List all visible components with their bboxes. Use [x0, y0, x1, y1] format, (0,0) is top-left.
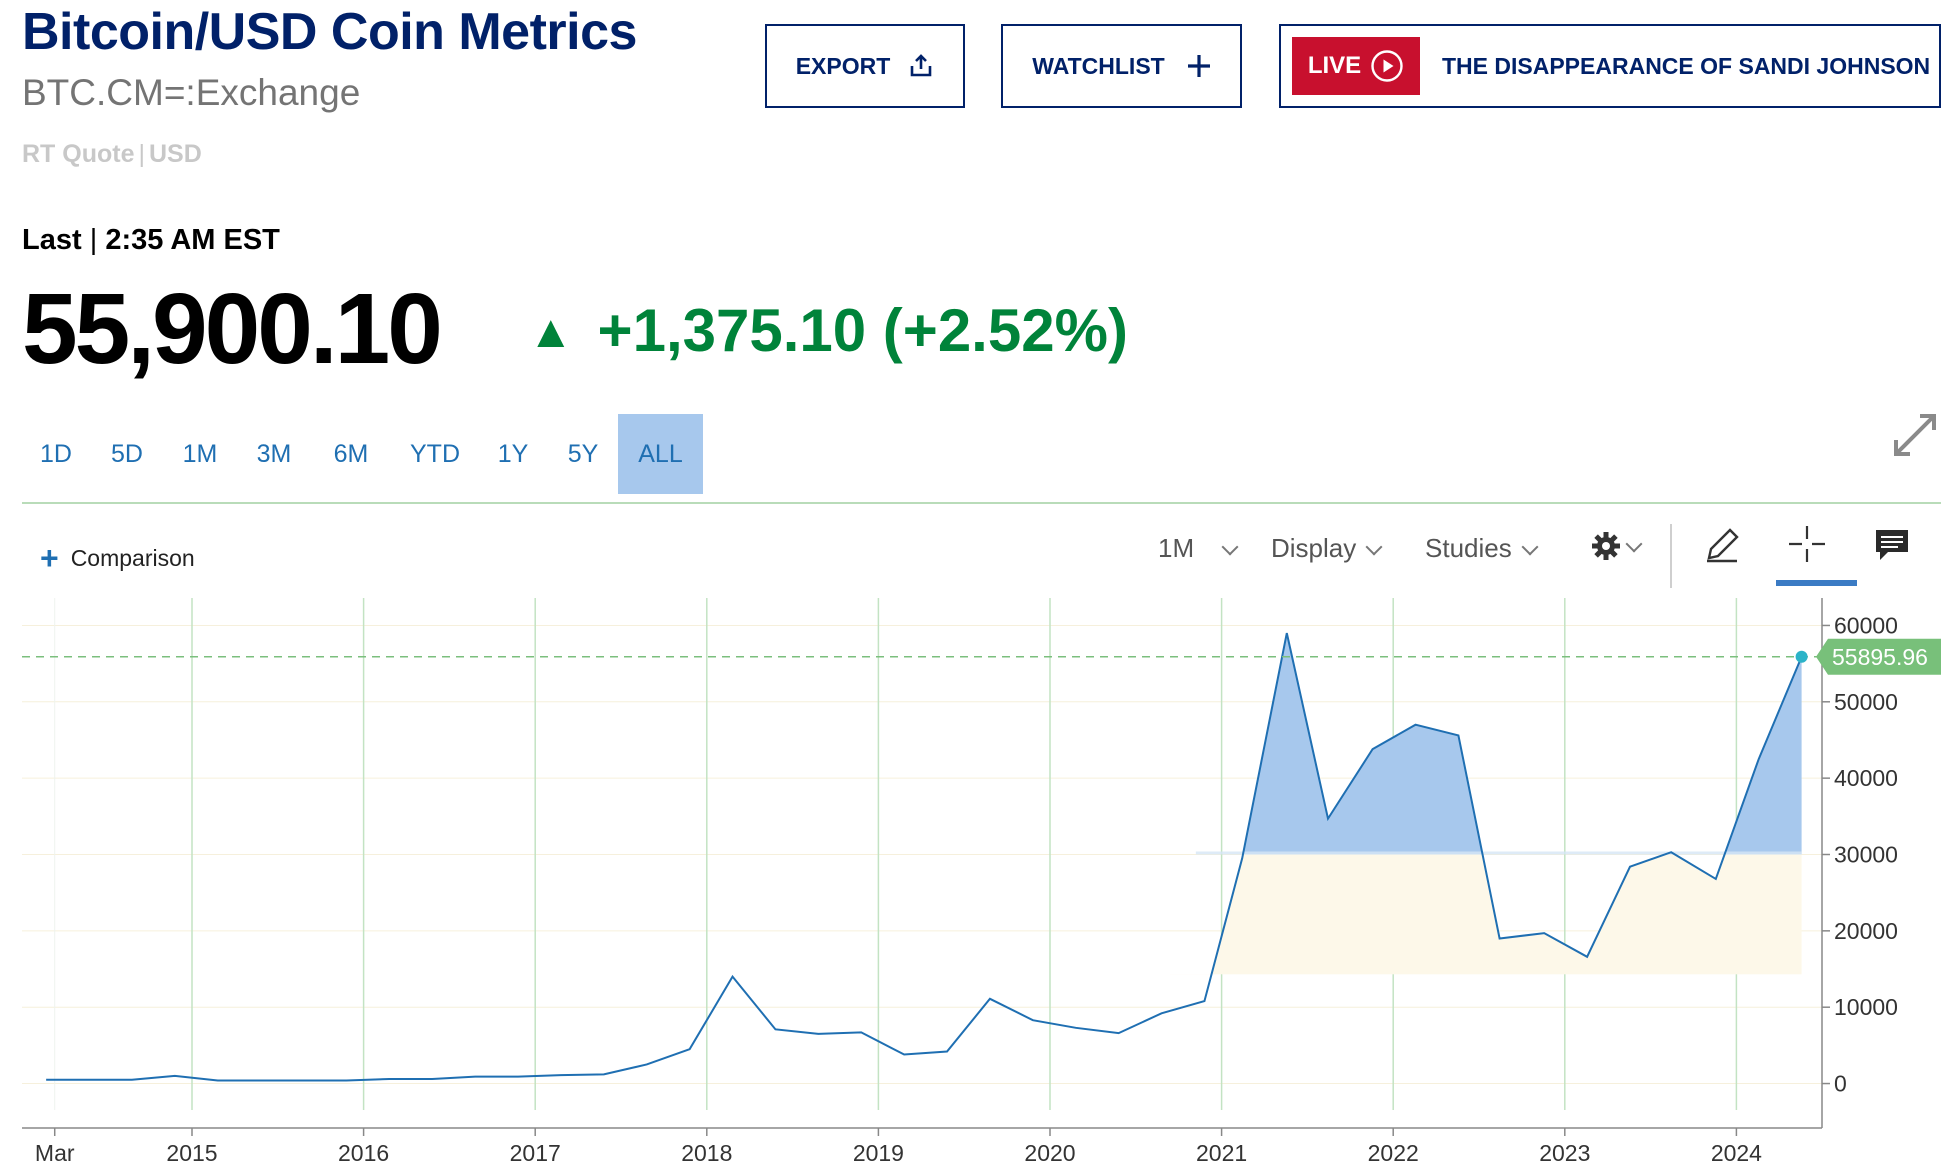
chevron-down-icon [1625, 535, 1643, 553]
range-tab-5y[interactable]: 5Y [567, 439, 599, 468]
last-value-label: 55895.96 [1832, 644, 1928, 670]
active-tool-indicator [1776, 580, 1857, 586]
studies-label: Studies [1425, 533, 1512, 563]
pencil-icon[interactable] [1703, 526, 1741, 564]
live-title: THE DISAPPEARANCE OF SANDI JOHNSON [1442, 52, 1931, 79]
range-tab-all[interactable]: ALL [618, 414, 703, 494]
live-badge: LIVE [1292, 37, 1420, 95]
x-tick-label: 2024 [1711, 1140, 1762, 1162]
export-button[interactable]: EXPORT [765, 24, 965, 108]
chevron-down-icon [1365, 538, 1383, 555]
play-circle-icon [1371, 50, 1403, 82]
x-tick-label: 2018 [681, 1140, 732, 1162]
x-tick-label: 2016 [338, 1140, 389, 1162]
area-fill-above [46, 633, 1802, 855]
change-value: +1,375.10 (+2.52%) [597, 297, 1128, 364]
last-time-label: Last | 2:35 AM EST [22, 224, 280, 257]
settings-dropdown[interactable] [1590, 530, 1643, 562]
gear-icon [1592, 532, 1620, 560]
toolbar-divider [1670, 524, 1672, 588]
up-arrow-icon: ▲ [528, 304, 574, 357]
x-tick-label: 2021 [1196, 1140, 1247, 1162]
interval-dropdown[interactable]: 1M [1158, 533, 1239, 564]
live-badge-text: LIVE [1307, 52, 1362, 79]
plus-icon [1187, 55, 1210, 77]
range-tab-1y[interactable]: 1Y [497, 439, 529, 468]
export-label: EXPORT [795, 52, 891, 79]
y-tick-label: 50000 [1834, 689, 1898, 715]
plus-icon: + [40, 540, 59, 576]
area-fill-below [1170, 854, 1802, 975]
last-value-badge [1816, 638, 1941, 675]
share-icon [910, 54, 932, 77]
y-tick-label: 40000 [1834, 765, 1898, 791]
last-value-dot [1795, 650, 1808, 663]
x-tick-label: 2022 [1368, 1140, 1419, 1162]
price-line [46, 632, 1803, 1082]
range-tab-1d[interactable]: 1D [40, 439, 72, 468]
chevron-down-icon [1221, 538, 1239, 555]
symbol-label: BTC.CM=:Exchange [22, 72, 361, 113]
quote-time: 2:35 AM EST [105, 224, 280, 256]
comment-icon[interactable] [1874, 528, 1910, 562]
live-video-button[interactable]: LIVE THE DISAPPEARANCE OF SANDI JOHNSON [1279, 24, 1941, 108]
y-tick-label: 60000 [1834, 612, 1898, 638]
y-tick-label: 0 [1834, 1071, 1847, 1097]
last-label: Last [22, 224, 82, 256]
comparison-label: Comparison [70, 545, 195, 571]
quote-separator: | [138, 140, 146, 168]
crosshair-icon[interactable] [1787, 524, 1827, 564]
x-tick-label: Mar [35, 1140, 75, 1162]
comparison-button[interactable]: + Comparison [40, 540, 195, 577]
interval-label: 1M [1158, 533, 1195, 563]
display-label: Display [1271, 533, 1357, 563]
y-tick-label: 20000 [1834, 918, 1898, 944]
x-tick-label: 2023 [1539, 1140, 1590, 1162]
page-title: Bitcoin/USD Coin Metrics [22, 3, 637, 61]
watchlist-button[interactable]: WATCHLIST [1001, 24, 1242, 108]
last-price: 55,900.10 [22, 273, 443, 385]
studies-dropdown[interactable]: Studies [1425, 533, 1539, 564]
baseline-band [1195, 851, 1802, 855]
range-tab-ytd[interactable]: YTD [410, 439, 460, 468]
currency-label: USD [149, 140, 202, 168]
x-tick-label: 2020 [1024, 1140, 1075, 1162]
watchlist-label: WATCHLIST [1032, 52, 1165, 79]
range-tab-5d[interactable]: 5D [111, 439, 143, 468]
price-chart[interactable]: 0 10000 20000 30000 40000 50000 60000 Mar 2015 20… [0, 590, 1941, 1162]
range-divider [22, 502, 1941, 504]
x-tick-label: 2015 [166, 1140, 217, 1162]
price-change: ▲ +1,375.10 (+2.52%) [528, 296, 1128, 365]
expand-icon[interactable] [1890, 410, 1940, 460]
range-tab-1m[interactable]: 1M [182, 439, 218, 468]
range-tab-3m[interactable]: 3M [256, 439, 292, 468]
x-tick-label: 2017 [510, 1140, 561, 1162]
y-tick-label: 10000 [1834, 994, 1898, 1020]
chevron-down-icon [1521, 538, 1539, 555]
quote-type: RT Quote [22, 140, 135, 168]
y-tick-label: 30000 [1834, 842, 1898, 868]
quote-meta: RT Quote | USD [22, 140, 202, 169]
x-tick-label: 2019 [853, 1140, 904, 1162]
last-separator: | [89, 224, 98, 256]
range-tab-6m[interactable]: 6M [333, 439, 369, 468]
display-dropdown[interactable]: Display [1271, 533, 1383, 564]
